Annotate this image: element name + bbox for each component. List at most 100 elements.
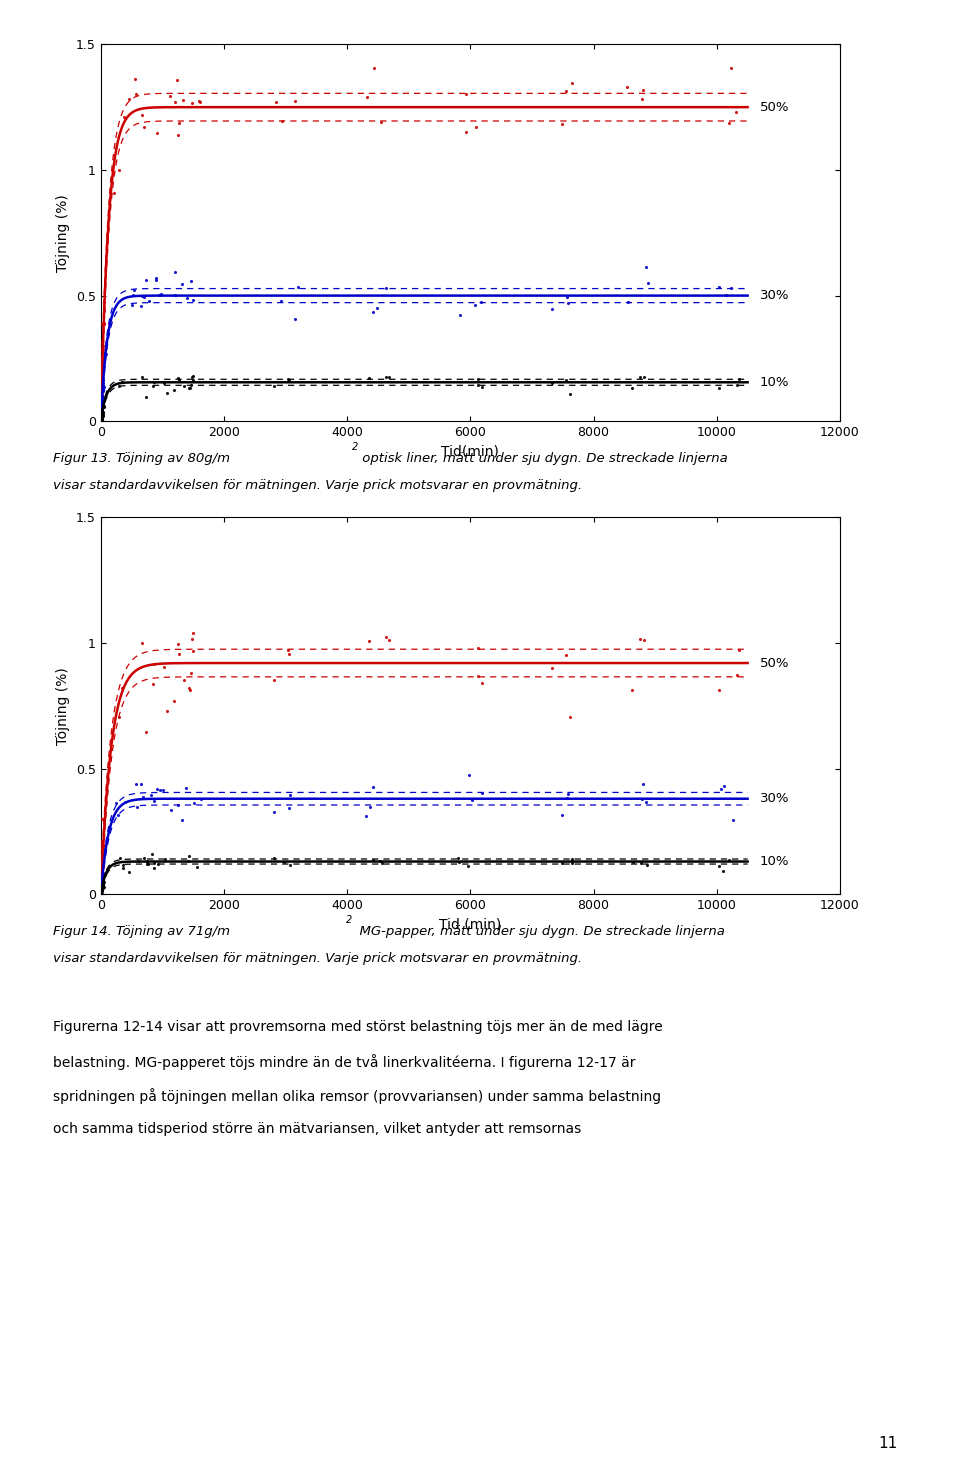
Point	[94, 882, 109, 906]
Point	[94, 403, 109, 427]
Point	[94, 392, 109, 415]
Point	[93, 411, 108, 435]
Point	[117, 105, 132, 129]
Point	[93, 406, 108, 430]
Point	[93, 411, 108, 435]
Point	[93, 882, 108, 906]
Point	[96, 312, 111, 336]
Point	[108, 791, 124, 814]
Point	[139, 853, 155, 876]
Point	[145, 374, 160, 398]
Point	[172, 111, 187, 134]
Point	[95, 402, 110, 426]
Point	[93, 405, 108, 429]
Point	[93, 415, 108, 439]
Point	[93, 872, 108, 896]
Point	[183, 372, 199, 396]
Point	[93, 393, 108, 417]
Point	[94, 427, 109, 451]
Point	[94, 387, 109, 411]
Point	[282, 853, 298, 876]
Text: visar standardavvikelsen för mätningen. Varje prick motsvarar en provmätning.: visar standardavvikelsen för mätningen. …	[53, 952, 582, 965]
Y-axis label: Töjning (%): Töjning (%)	[57, 667, 70, 745]
Point	[93, 395, 108, 418]
Point	[93, 412, 108, 436]
Point	[732, 637, 747, 661]
Point	[632, 627, 647, 650]
Point	[185, 638, 201, 662]
Point	[362, 365, 377, 389]
Point	[93, 409, 108, 433]
Point	[134, 365, 150, 389]
Point	[94, 879, 109, 903]
Point	[94, 871, 109, 894]
Point	[94, 398, 109, 421]
Point	[94, 401, 109, 424]
Point	[93, 402, 108, 426]
Point	[174, 272, 189, 296]
Point	[116, 856, 132, 879]
Text: 10%: 10%	[760, 375, 789, 389]
Point	[93, 856, 108, 879]
Point	[94, 875, 109, 899]
Point	[93, 881, 108, 905]
Point	[126, 282, 141, 306]
X-axis label: Tid (min): Tid (min)	[440, 918, 501, 931]
Point	[94, 876, 109, 900]
X-axis label: Tid(min): Tid(min)	[442, 445, 499, 458]
Point	[184, 92, 200, 115]
Point	[93, 411, 108, 435]
Point	[95, 853, 110, 876]
Point	[723, 56, 738, 80]
Point	[93, 403, 108, 427]
Point	[97, 871, 112, 894]
Point	[639, 853, 655, 876]
Point	[94, 869, 109, 893]
Point	[468, 115, 484, 139]
Point	[93, 430, 108, 454]
Point	[726, 808, 741, 832]
Point	[146, 652, 161, 675]
Point	[93, 409, 108, 433]
Point	[94, 873, 109, 897]
Point	[374, 851, 390, 875]
Point	[157, 847, 173, 871]
Point	[93, 409, 108, 433]
Point	[94, 873, 109, 897]
Point	[95, 395, 110, 418]
Point	[93, 411, 108, 435]
Point	[93, 430, 108, 454]
Point	[93, 386, 108, 409]
Point	[624, 377, 639, 401]
Point	[94, 408, 109, 432]
Point	[716, 859, 732, 882]
Point	[94, 412, 109, 436]
Point	[94, 405, 109, 429]
Point	[94, 837, 109, 860]
Point	[95, 871, 110, 894]
Point	[96, 395, 111, 418]
Point	[93, 899, 108, 922]
Point	[93, 854, 108, 878]
Point	[139, 851, 155, 875]
Point	[93, 924, 108, 947]
Point	[96, 350, 111, 374]
Point	[153, 779, 168, 803]
Point	[159, 699, 175, 723]
Point	[94, 392, 109, 415]
Point	[149, 266, 164, 290]
Point	[93, 424, 108, 448]
Point	[93, 868, 108, 891]
Point	[93, 406, 108, 430]
Point	[94, 378, 109, 402]
Point	[94, 401, 109, 424]
Point	[93, 405, 108, 429]
Point	[94, 885, 109, 909]
Point	[144, 783, 159, 807]
Point	[131, 850, 146, 873]
Point	[266, 668, 281, 692]
Point	[93, 884, 108, 907]
Point	[95, 396, 110, 420]
Point	[93, 402, 108, 426]
Point	[94, 384, 109, 408]
